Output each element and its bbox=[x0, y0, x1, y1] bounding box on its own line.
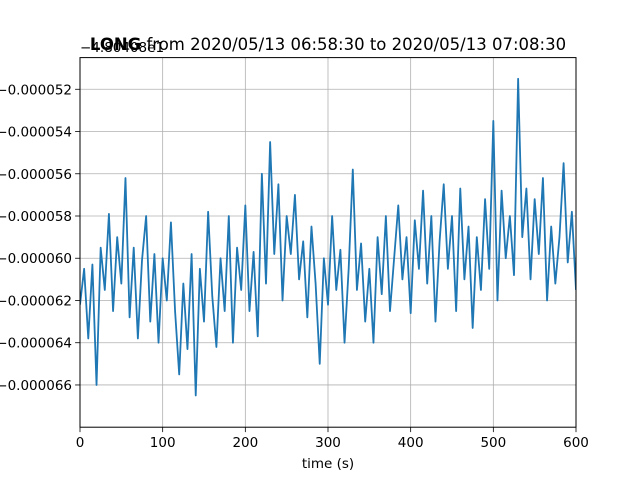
x-tick-label: 0 bbox=[76, 435, 85, 451]
x-tick-label: 100 bbox=[150, 435, 176, 451]
y-tick-label: −0.000062 bbox=[0, 293, 72, 309]
x-tick-label: 300 bbox=[315, 435, 341, 451]
y-tick-label: −0.000058 bbox=[0, 209, 72, 225]
y-tick-label: −0.000060 bbox=[0, 251, 72, 267]
y-tick-label: −0.000066 bbox=[0, 378, 72, 394]
x-axis-ticks: 0 100 200 300 400 500 600 bbox=[76, 427, 589, 451]
x-tick-label: 200 bbox=[232, 435, 258, 451]
y-axis-ticks: −0.000052 −0.000054 −0.000056 −0.000058 −0.0… bbox=[0, 82, 80, 394]
y-tick-label: −0.000064 bbox=[0, 336, 72, 352]
series-line bbox=[80, 77, 576, 397]
x-tick-label: 600 bbox=[563, 435, 589, 451]
title-prefix: LONG bbox=[90, 35, 141, 54]
x-tick-label: 500 bbox=[480, 435, 506, 451]
x-tick-label: 400 bbox=[398, 435, 424, 451]
y-tick-label: −0.000056 bbox=[0, 167, 72, 183]
y-tick-label: −0.000052 bbox=[0, 82, 72, 98]
title-rest: from 2020/05/13 06:58:30 to 2020/05/13 0… bbox=[141, 35, 566, 54]
y-tick-label: −0.000054 bbox=[0, 125, 72, 141]
chart-title: LONG from 2020/05/13 06:58:30 to 2020/05… bbox=[90, 35, 566, 54]
x-axis-label: time (s) bbox=[302, 456, 354, 472]
offset-label: −4.80408e1 bbox=[80, 40, 164, 56]
plot-area bbox=[80, 77, 576, 397]
